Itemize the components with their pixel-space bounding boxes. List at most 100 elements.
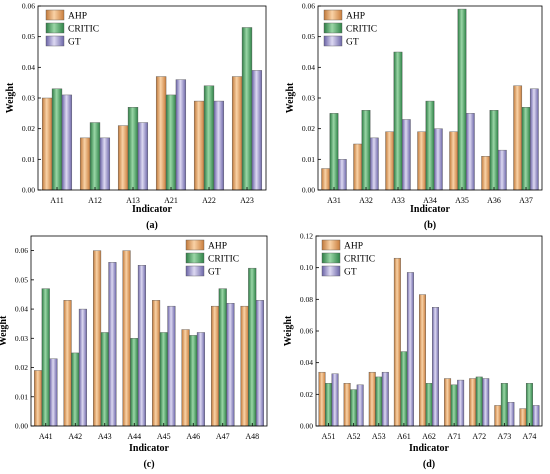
x-tick-label: A73 [497,432,511,441]
bar-critic-a43 [100,332,109,427]
bar-critic-a72 [475,376,483,427]
bar-gt-a21 [175,79,187,191]
x-tick-label: A31 [327,196,341,205]
bar-critic-a52 [350,389,358,427]
bar-gt-a52 [356,384,364,427]
bar-ahp-a33 [385,131,395,191]
x-tick-label: A74 [523,432,537,441]
bar-critic-a11 [51,88,63,191]
y-tick-label: 0.04 [15,305,28,314]
bar-critic-a41 [41,288,50,427]
y-tick-label: 0.00 [302,186,315,195]
chart-panel: 0.00 0.01 0.02 0.03 0.04 0.05 0.06 A31 A32 A33 A34… [285,2,543,231]
x-tick-label: A32 [359,196,373,205]
legend: AHP CRITIC GT [323,9,377,48]
x-tick-label: A12 [88,196,102,205]
bar-gt-a41 [49,358,58,427]
x-tick-label: A13 [126,196,140,205]
legend-swatch-gt [45,35,65,47]
bar-ahp-a43 [93,250,102,427]
bar-ahp-a35 [449,131,459,191]
bar-critic-a37 [521,106,531,191]
bar-ahp-a12 [79,137,91,191]
y-tick-label: 0.03 [15,334,28,343]
x-tick-label: A44 [127,432,141,441]
bar-ahp-a41 [34,370,43,427]
bar-ahp-a71 [444,378,452,427]
bar-ahp-a42 [63,300,72,427]
bar-ahp-a32 [353,143,363,191]
legend-label-ahp: AHP [208,242,227,252]
bar-critic-a35 [457,8,467,191]
x-tick-label: A11 [50,196,63,205]
x-tick-label: A37 [519,196,533,205]
y-tick-label: 0.02 [15,363,28,372]
x-tick-label: A61 [397,432,411,441]
legend-swatch-ahp [323,9,343,21]
x-tick-label: A42 [68,432,82,441]
bar-critic-a71 [450,384,458,427]
x-tick-label: A51 [322,432,336,441]
bar-critic-a46 [189,335,198,427]
bar-gt-a74 [532,405,540,427]
bar-gt-a34 [433,128,443,191]
x-tick-label: A53 [372,432,386,441]
bar-gt-a51 [331,373,339,427]
panel-label: (c) [143,459,154,470]
legend-label-critic: CRITIC [68,25,99,35]
bar-gt-a37 [529,88,539,191]
legend: AHP CRITIC GT [45,9,99,48]
x-tick-label: A47 [216,432,230,441]
y-tick-label: 0.06 [300,327,313,336]
bar-critic-a74 [525,383,533,427]
bar-gt-a48 [255,300,264,427]
y-tick-label: 0.05 [22,32,35,41]
bar-gt-a47 [226,303,235,427]
bar-critic-a23 [241,27,253,191]
bar-gt-a22 [213,100,225,191]
x-tick-label: A33 [391,196,405,205]
x-axis-label: Indicator [410,204,451,215]
y-tick-label: 0.02 [302,124,315,133]
bar-gt-a46 [196,332,205,427]
chart-panel: 0.00 0.01 0.02 0.03 0.04 0.05 0.06 A41 A42 A43 A44… [0,235,268,470]
bar-ahp-a31 [321,168,331,191]
y-tick-label: 0.01 [22,155,35,164]
chart-panel: 0.00 0.02 0.04 0.06 0.08 0.10 0.12 A51 A52 A53 A61… [283,232,543,470]
y-tick-label: 0.02 [300,390,313,399]
y-tick-label: 0.00 [300,422,313,431]
bar-ahp-a47 [211,305,220,427]
bar-critic-a33 [393,51,403,191]
y-tick-label: 0.08 [300,295,313,304]
legend-swatch-critic [185,252,205,264]
bar-critic-a45 [159,332,168,427]
bar-critic-a13 [127,106,139,191]
x-tick-label: A23 [240,196,254,205]
bar-gt-a35 [465,113,475,191]
bar-critic-a51 [325,383,333,427]
bar-gt-a62 [432,307,439,427]
bar-ahp-a13 [117,125,129,191]
bar-critic-a62 [425,383,433,427]
x-axis-label: Indicator [409,443,450,454]
x-tick-label: A46 [186,432,200,441]
bar-gt-a71 [457,379,465,427]
bar-ahp-a52 [343,383,351,427]
bar-ahp-a51 [318,371,326,427]
x-axis-label: Indicator [132,204,173,215]
bar-ahp-a37 [513,85,523,191]
legend-label-ahp: AHP [346,12,365,22]
x-tick-label: A62 [422,432,436,441]
bar-critic-a73 [500,383,508,427]
y-axis-label: Weight [5,82,16,113]
legend-swatch-gt [323,35,343,47]
x-tick-label: A36 [487,196,501,205]
bar-gt-a53 [381,371,389,427]
legend-label-gt: GT [344,268,357,278]
x-tick-label: A52 [347,432,361,441]
plot-frame [30,235,268,427]
chart-panel: 0.00 0.01 0.02 0.03 0.04 0.05 0.06 A11 A12 A13 A21… [5,2,267,231]
bar-gt-a13 [137,122,149,191]
y-tick-label: 0.03 [22,94,35,103]
